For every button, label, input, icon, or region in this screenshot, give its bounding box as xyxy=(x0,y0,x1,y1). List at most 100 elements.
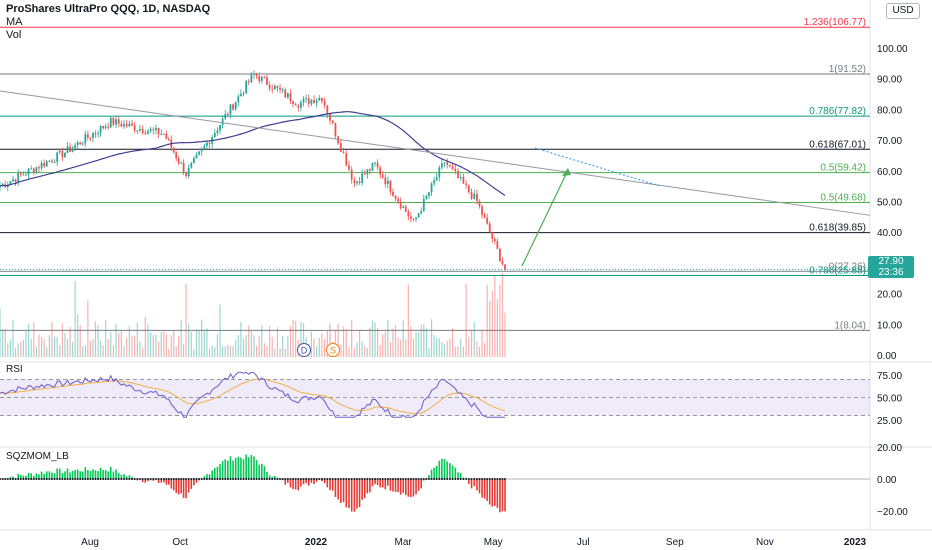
volume-bar xyxy=(79,324,81,357)
sqz-bar xyxy=(38,474,40,479)
candle-body xyxy=(69,146,71,152)
candle-body xyxy=(313,99,315,104)
sqz-dot xyxy=(172,478,175,480)
sqz-bar xyxy=(420,479,423,489)
volume-bar xyxy=(337,323,339,357)
sqz-dot xyxy=(32,478,35,480)
sqz-dot xyxy=(221,478,224,480)
volume-bars xyxy=(0,272,506,357)
sqz-bar xyxy=(271,476,274,479)
volume-bar xyxy=(74,280,76,357)
currency-button[interactable]: USD xyxy=(886,3,920,19)
volume-bar xyxy=(178,336,180,357)
candle-body xyxy=(81,143,84,145)
volume-bar xyxy=(494,276,496,357)
sqz-bar xyxy=(224,459,227,479)
volume-bar xyxy=(4,328,6,357)
event-marker xyxy=(326,343,340,357)
time-tick-label: 2023 xyxy=(844,537,867,548)
volume-bar xyxy=(397,337,399,357)
volume-bar xyxy=(457,346,459,357)
sqz-dot xyxy=(104,478,107,480)
candle-body xyxy=(394,195,397,199)
sqz-dot xyxy=(115,478,118,480)
volume-bar xyxy=(142,347,144,357)
candle-body xyxy=(496,241,499,249)
price-candles xyxy=(0,70,506,271)
rsi-tick-label: 25.00 xyxy=(877,416,902,427)
sqz-bar xyxy=(340,479,342,503)
sqz-dot xyxy=(457,478,460,480)
sqz-dot xyxy=(361,478,364,480)
sqz-dot xyxy=(355,478,358,480)
candle-body xyxy=(213,132,216,138)
sqz-bar xyxy=(102,469,104,479)
candle-body xyxy=(326,105,329,114)
sqz-bar xyxy=(112,471,115,479)
candle-body xyxy=(38,167,40,169)
volume-bar xyxy=(460,339,462,357)
sqz-bar xyxy=(242,459,245,479)
sqz-bar xyxy=(35,473,38,479)
sqz-dot xyxy=(63,478,66,480)
candle-body xyxy=(499,248,501,262)
sqz-bar xyxy=(12,476,14,479)
symbol-title[interactable]: ProShares UltraPro QQQ, 1D, NASDAQ xyxy=(6,3,211,15)
sqz-bar xyxy=(394,479,397,492)
candle-body xyxy=(155,127,157,131)
sqz-bar xyxy=(363,479,366,499)
volume-bar xyxy=(173,330,175,357)
volume-bar xyxy=(48,335,50,357)
sqz-bar xyxy=(407,479,410,497)
sqz-bar xyxy=(494,479,496,506)
sqz-dot xyxy=(384,478,387,480)
sqz-dot xyxy=(43,478,46,480)
sqz-dot xyxy=(175,478,178,480)
candle-body xyxy=(253,73,255,75)
volume-bar xyxy=(489,301,491,357)
sqz-dot xyxy=(297,478,300,480)
sqz-bar xyxy=(417,479,420,491)
sqz-dot xyxy=(245,478,248,480)
rsi-pane-label[interactable]: RSI xyxy=(6,364,23,375)
candle-body xyxy=(141,128,144,133)
sqz-dot xyxy=(420,478,423,480)
candle-body xyxy=(242,93,245,95)
candle-body xyxy=(323,101,326,106)
volume-bar xyxy=(1,329,4,357)
sqz-bar xyxy=(163,479,165,483)
candle-body xyxy=(350,169,353,180)
sqz-bar xyxy=(234,458,237,479)
sqz-bar xyxy=(74,470,76,479)
volume-bar xyxy=(451,328,454,357)
candle-body xyxy=(165,133,168,139)
candle-body xyxy=(462,177,465,184)
sqz-dot xyxy=(219,478,222,480)
sqz-bar xyxy=(180,479,182,494)
sqz-bar xyxy=(481,479,483,498)
sqz-dot xyxy=(292,478,295,480)
candle-body xyxy=(404,206,407,212)
volume-bar xyxy=(38,334,40,357)
volume-indicator-label[interactable]: Vol xyxy=(6,29,22,41)
volume-bar xyxy=(468,336,470,357)
candle-body xyxy=(430,183,433,193)
candle-body xyxy=(255,73,258,77)
sqz-dot xyxy=(109,478,112,480)
sqz-bar xyxy=(190,479,193,489)
sqz-dot xyxy=(481,478,484,480)
sqz-dot xyxy=(66,478,69,480)
sqz-dot xyxy=(320,478,323,480)
sqz-bar xyxy=(219,464,221,479)
sqz-bar xyxy=(260,463,263,479)
volume-bar xyxy=(271,337,273,357)
volume-bar xyxy=(473,321,475,357)
ma-indicator-label[interactable]: MA xyxy=(6,16,23,28)
sqz-dot xyxy=(226,478,229,480)
candle-body xyxy=(488,223,491,233)
sqzmom-pane-label[interactable]: SQZMOM_LB xyxy=(6,451,69,462)
volume-bar xyxy=(147,324,149,357)
rsi-ma-line xyxy=(0,378,506,415)
sqz-dot xyxy=(24,478,27,480)
